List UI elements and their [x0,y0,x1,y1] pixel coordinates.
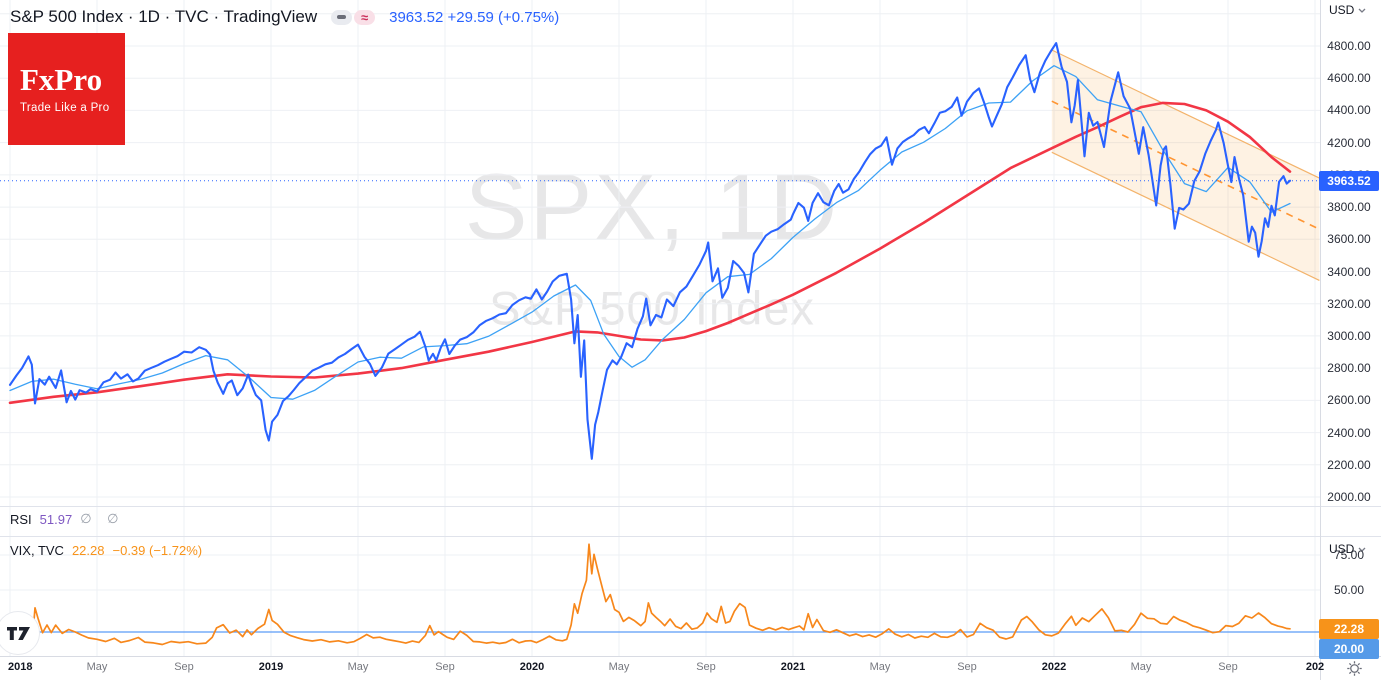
series-ma200 [8,101,1292,405]
last-price-badge: 3963.52 [1319,170,1379,191]
price-axis[interactable]: USD 4800.004600.004400.004200.004000.003… [1319,0,1381,680]
series-vix [9,543,1291,646]
tv-glyph-seven [18,627,30,640]
tv-glyph-one [7,627,17,640]
time-axis-border [0,656,1381,657]
chart-canvas[interactable] [0,0,1320,656]
rsi-value: 51.97 [39,511,73,527]
trend-channel-upper [1051,49,1320,179]
vix-label: VIX, TVC [10,543,64,558]
time-axis[interactable]: 2018 May Sep 2019 May Sep 2020 May Sep 2021 May Sep… [0,657,1381,680]
tradingview-logo[interactable] [0,610,41,656]
time-tick-label: 2021 [780,661,806,673]
time-tick-label: 202 [1305,661,1325,673]
vix-value: 22.28 [71,543,105,558]
vix-level-badge: 20.00 [1319,638,1379,659]
rsi-legend-row[interactable]: RSI 51.97 ∅ ∅ [10,511,124,527]
vix-tick-label: 50.00 [1333,583,1365,597]
vix-currency-selector[interactable]: USD [1329,542,1366,556]
vix-change: −0.39 (−1.72%) [112,543,203,558]
time-tick-label: May [347,661,369,673]
pane-separator-vix[interactable] [0,536,1381,537]
line-style-pill[interactable] [331,9,353,25]
time-tick-label: Sep [957,661,977,673]
price-tick-label: 2200.00 [1327,457,1371,472]
time-tick-label: Sep [696,661,716,673]
series-spx-close [8,42,1292,460]
price-change: +29.59 (+0.75%) [447,8,560,26]
fxpro-tagline: Trade Like a Pro [20,102,110,114]
price-tick-label: 2400.00 [1327,425,1371,440]
dash-icon [337,15,347,19]
approx-pill[interactable]: ≈ [354,9,376,25]
last-price: 3963.52 [389,8,444,26]
price-axis-border [1320,0,1321,680]
time-tick-label: Sep [174,661,194,673]
time-tick-label: May [1130,661,1152,673]
vix-price-badge: 22.28 [1319,618,1379,639]
price-tick-label: 3200.00 [1327,296,1371,311]
fxpro-logo: FxPro Trade Like a Pro [8,33,125,145]
pane-separator-rsi[interactable] [0,506,1381,507]
fxpro-brand-text: FxPro [20,62,103,97]
vix-legend-row[interactable]: VIX, TVC 22.28 −0.39 (−1.72%) [10,543,202,558]
price-tick-label: 4600.00 [1327,71,1371,86]
time-tick-label: 2019 [258,661,284,673]
chart-header: S&P 500 Index · 1D · TVC · TradingView ≈… [10,5,559,29]
symbol-title[interactable]: S&P 500 Index · 1D · TVC · TradingView [10,7,318,26]
price-tick-label: 3600.00 [1327,232,1371,247]
price-tick-label: 4800.00 [1327,39,1371,53]
header-quote: 3963.52 +29.59 (+0.75%) [389,9,559,26]
series-ma50 [9,65,1291,400]
price-tick-label: 2800.00 [1327,361,1371,376]
chevron-down-icon [1358,8,1366,13]
time-tick-label: May [608,661,630,673]
time-tick-label: 2022 [1041,661,1067,673]
price-tick-label: 2000.00 [1327,490,1371,504]
time-tick-label: 2020 [519,661,545,673]
chevron-down-icon [1358,547,1366,552]
price-tick-label: 2600.00 [1327,393,1371,408]
price-tick-label: 3400.00 [1327,264,1371,279]
settings-gear-icon[interactable] [1346,660,1363,677]
time-tick-label: Sep [1218,661,1238,673]
vix-currency-label: USD [1329,542,1355,556]
vix-tick-label: 75.00 [1333,548,1365,562]
approx-icon: ≈ [361,9,369,25]
price-tick-label: 3800.00 [1327,200,1371,215]
price-tick-label: 4400.00 [1327,103,1371,118]
legend-toggle-pills: ≈ [331,9,376,25]
trend-channel-lower [1051,151,1320,281]
time-tick-label: Sep [435,661,455,673]
rsi-hidden-plots: ∅ ∅ [80,511,125,526]
time-tick-label: 2018 [8,661,33,673]
time-tick-label: May [86,661,108,673]
price-tick-label: 4200.00 [1327,135,1371,150]
main-currency-label: USD [1329,3,1355,17]
time-tick-label: May [869,661,891,673]
main-currency-selector[interactable]: USD [1329,3,1366,17]
price-tick-label: 3000.00 [1327,328,1371,343]
rsi-label: RSI [10,511,32,527]
